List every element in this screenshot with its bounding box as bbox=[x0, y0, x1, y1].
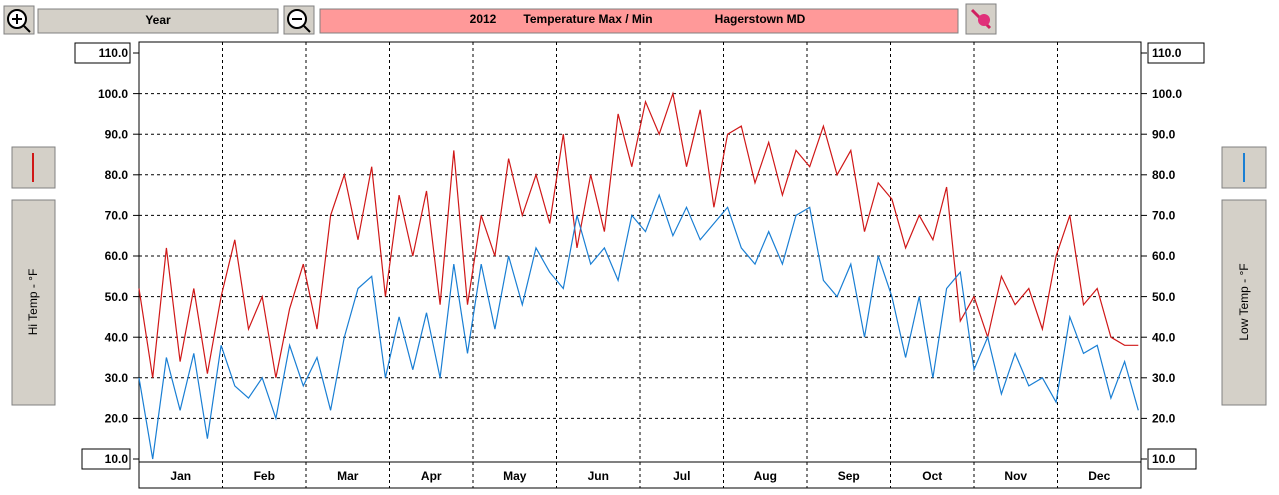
y2-tick-label: 50.0 bbox=[1152, 290, 1176, 304]
y-tick-label: 70.0 bbox=[105, 209, 129, 223]
series-line bbox=[138, 193, 1139, 460]
hi-axis-label: Hi Temp - °F bbox=[26, 269, 40, 336]
y-tick-label: 20.0 bbox=[105, 412, 129, 426]
zoom-out-glyph bbox=[292, 18, 311, 33]
y2-tick-label: 80.0 bbox=[1152, 168, 1176, 182]
y2-tick-label: 60.0 bbox=[1152, 249, 1176, 263]
y2-tick-label: 110.0 bbox=[1152, 46, 1182, 60]
side-panels: Hi Temp - °F Low Temp - °F bbox=[11, 146, 1267, 406]
series-line bbox=[138, 91, 1139, 378]
y2-tick-label: 30.0 bbox=[1152, 371, 1176, 385]
y2-tick-label: 100.0 bbox=[1152, 87, 1182, 101]
x-tick-label: Mar bbox=[337, 469, 359, 483]
y2-tick-label: 20.0 bbox=[1152, 412, 1176, 426]
title-text: Temperature Max / Min bbox=[523, 12, 652, 26]
x-tick-label: Aug bbox=[754, 469, 777, 483]
toolbar: Year 2012 Temperature Max / Min Hagersto… bbox=[3, 3, 997, 35]
x-tick-label: Apr bbox=[421, 469, 442, 483]
y-tick-label: 110.0 bbox=[99, 46, 129, 60]
range-button[interactable] bbox=[37, 8, 279, 34]
x-tick-label: Oct bbox=[922, 469, 942, 483]
limit-box bbox=[1147, 448, 1197, 470]
x-tick-label: Sep bbox=[838, 469, 860, 483]
y-tick-label: 60.0 bbox=[105, 249, 129, 263]
y2-tick-label: 10.0 bbox=[1152, 452, 1176, 466]
limit-box bbox=[1147, 42, 1205, 64]
x-tick-label: May bbox=[503, 469, 527, 483]
x-tick-label: Jul bbox=[673, 469, 690, 483]
color-icon-dot bbox=[978, 14, 990, 26]
limit-box bbox=[81, 448, 131, 470]
x-tick-label: Nov bbox=[1004, 469, 1027, 483]
x-tick-label: Jan bbox=[170, 469, 191, 483]
title-bar bbox=[319, 8, 959, 34]
y-tick-label: 80.0 bbox=[105, 168, 129, 182]
x-tick-label: Jun bbox=[588, 469, 609, 483]
low-axis-label: Low Temp - °F bbox=[1237, 263, 1251, 340]
y-tick-label: 50.0 bbox=[105, 290, 129, 304]
y-tick-label: 90.0 bbox=[105, 127, 129, 141]
y2-tick-label: 40.0 bbox=[1152, 330, 1176, 344]
title-station: Hagerstown MD bbox=[715, 12, 806, 26]
y-tick-label: 40.0 bbox=[105, 330, 129, 344]
low-axis-button[interactable] bbox=[1221, 199, 1267, 406]
y2-tick-label: 70.0 bbox=[1152, 209, 1176, 223]
x-tick-label: Dec bbox=[1088, 469, 1110, 483]
y-tick-label: 30.0 bbox=[105, 371, 129, 385]
y-tick-label: 100.0 bbox=[98, 87, 128, 101]
range-label: Year bbox=[145, 13, 171, 27]
y-tick-label: 10.0 bbox=[105, 452, 129, 466]
y2-tick-label: 90.0 bbox=[1152, 127, 1176, 141]
hi-axis-button[interactable] bbox=[11, 199, 56, 406]
limit-box bbox=[74, 42, 131, 64]
title-year: 2012 bbox=[470, 12, 497, 26]
zoom-in-glyph bbox=[12, 14, 31, 33]
x-tick-label: Feb bbox=[254, 469, 275, 483]
